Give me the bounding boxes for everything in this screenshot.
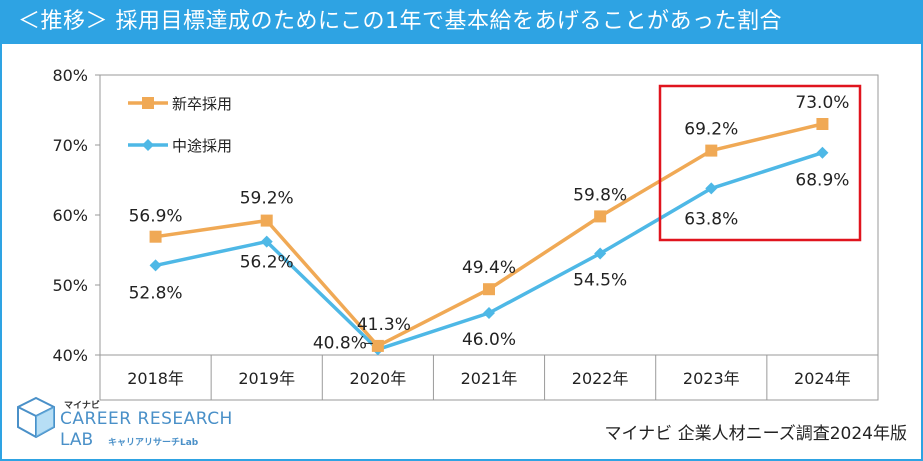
data-label-mid-career: 63.8% xyxy=(684,209,738,229)
data-point-mid-career xyxy=(816,146,829,159)
logo-sub: キャリアリサーチLab xyxy=(108,438,199,448)
career-research-lab-logo: マイナビ CAREER RESEARCH LAB キャリアリサーチLab xyxy=(14,394,244,452)
highlight-box xyxy=(658,84,862,242)
data-label-new-grad: 73.0% xyxy=(795,93,849,113)
data-point-mid-career xyxy=(149,259,162,272)
data-label-mid-career: 54.5% xyxy=(573,271,627,291)
x-tick-label: 2020年 xyxy=(349,369,406,388)
data-label-mid-career: 68.9% xyxy=(795,171,849,191)
y-tick-label: 80% xyxy=(52,66,88,85)
data-point-new-grad xyxy=(816,118,829,130)
x-tick-label: 2018年 xyxy=(127,369,184,388)
data-point-mid-career xyxy=(705,182,718,195)
data-label-mid-career: 52.8% xyxy=(129,283,183,303)
logo-line1: CAREER RESEARCH xyxy=(60,409,233,429)
data-point-new-grad xyxy=(149,230,162,243)
logo-brand-small: マイナビ xyxy=(64,401,100,411)
legend-marker xyxy=(142,97,154,109)
data-point-new-grad xyxy=(705,144,718,157)
data-label-mid-career: 56.2% xyxy=(240,253,294,273)
x-axis-box xyxy=(99,354,879,401)
y-tick-label: 60% xyxy=(52,206,88,225)
data-point-new-grad xyxy=(483,283,495,296)
logo-line2: LAB xyxy=(60,430,94,450)
y-tick-label: 70% xyxy=(52,136,88,155)
source-note: マイナビ 企業人材ニーズ調査2024年版 xyxy=(604,424,907,444)
data-label-mid-career: 46.0% xyxy=(462,330,516,350)
data-label-new-grad: 49.4% xyxy=(462,258,516,278)
y-tick-label: 50% xyxy=(52,276,88,295)
data-label-mid-career: 40.8% xyxy=(313,333,367,353)
x-tick-label: 2024年 xyxy=(794,369,851,388)
data-point-new-grad xyxy=(594,210,607,223)
chart-title: ＜推移＞ 採用目標達成のためにこの1年で基本給をあげることがあった割合 xyxy=(0,0,923,44)
legend-label: 新卒採用 xyxy=(172,95,232,113)
data-label-new-grad: 59.2% xyxy=(240,189,294,209)
y-tick-label: 40% xyxy=(52,346,88,365)
data-label-new-grad: 41.3% xyxy=(357,315,411,335)
data-label-new-grad: 69.2% xyxy=(684,120,738,140)
data-point-new-grad xyxy=(371,339,384,352)
data-point-new-grad xyxy=(260,214,273,227)
data-label-new-grad: 56.9% xyxy=(129,207,183,227)
x-tick-label: 2021年 xyxy=(461,369,518,388)
legend-marker xyxy=(142,139,154,151)
x-tick-label: 2022年 xyxy=(572,369,629,388)
data-point-mid-career xyxy=(260,235,273,248)
data-label-new-grad: 59.8% xyxy=(573,185,627,205)
data-point-mid-career xyxy=(594,247,607,260)
series-line-mid-career xyxy=(155,151,823,352)
cube-logo-icon xyxy=(17,396,55,439)
data-point-mid-career xyxy=(483,307,495,319)
x-tick-label: 2023年 xyxy=(683,369,740,388)
legend-label: 中途採用 xyxy=(172,137,232,155)
x-tick-label: 2019年 xyxy=(238,369,295,388)
